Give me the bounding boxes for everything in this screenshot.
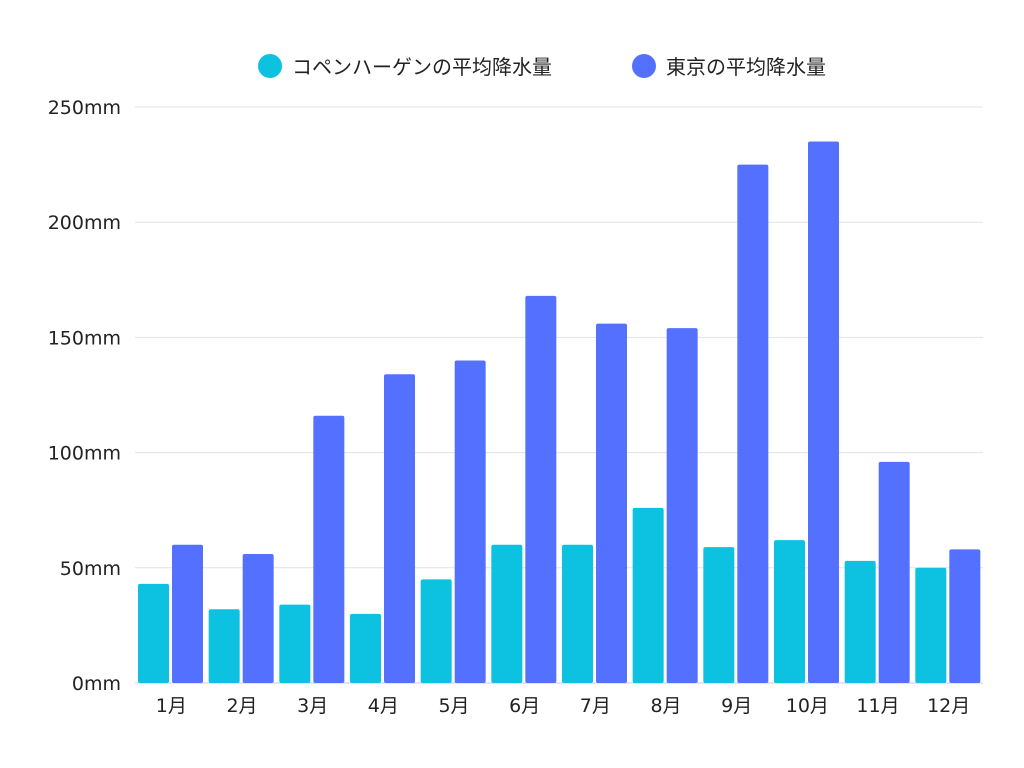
y-tick-label: 100mm	[48, 443, 121, 465]
bar-copenhagen	[562, 544, 593, 683]
legend-marker	[632, 54, 656, 78]
x-tick-label: 12月	[927, 695, 970, 717]
x-tick-label: 2月	[226, 695, 257, 717]
bar-tokyo	[454, 360, 486, 683]
x-tick-label: 9月	[721, 695, 752, 717]
x-tick-label: 11月	[856, 695, 899, 717]
bar-tokyo	[808, 141, 839, 683]
x-tick-label: 7月	[580, 695, 611, 717]
bar-copenhagen	[208, 609, 240, 683]
bar-copenhagen	[844, 560, 876, 683]
bar-tokyo	[596, 323, 627, 683]
bar-tokyo	[525, 295, 557, 683]
x-tick-label: 8月	[650, 695, 681, 717]
bar-tokyo	[313, 415, 345, 683]
bar-tokyo	[878, 461, 910, 683]
bar-copenhagen	[350, 613, 381, 683]
legend-marker	[258, 54, 282, 78]
x-tick-label: 5月	[438, 695, 469, 717]
legend-label: コペンハーゲンの平均降水量	[292, 55, 552, 79]
bar-copenhagen	[420, 579, 452, 683]
bar-copenhagen	[632, 507, 664, 683]
y-tick-label: 200mm	[48, 212, 121, 234]
bar-tokyo	[384, 374, 415, 683]
legend-label: 東京の平均降水量	[666, 55, 826, 79]
bar-tokyo	[172, 544, 203, 683]
bar-copenhagen	[774, 540, 805, 683]
bar-copenhagen	[138, 583, 169, 683]
bar-tokyo	[737, 164, 769, 684]
y-tick-label: 250mm	[48, 97, 121, 119]
bar-tokyo	[949, 549, 981, 683]
bar-copenhagen	[279, 604, 311, 683]
bar-copenhagen	[915, 567, 947, 683]
y-tick-label: 0mm	[72, 673, 121, 695]
x-tick-label: 10月	[786, 695, 829, 717]
x-tick-label: 6月	[509, 695, 540, 717]
bar-copenhagen	[491, 544, 523, 683]
bar-copenhagen	[703, 547, 735, 683]
x-tick-label: 1月	[156, 695, 187, 717]
y-tick-label: 150mm	[48, 327, 121, 349]
x-tick-label: 4月	[368, 695, 399, 717]
x-tick-label: 3月	[297, 695, 328, 717]
bar-tokyo	[666, 328, 698, 683]
y-tick-label: 50mm	[60, 558, 121, 580]
bar-tokyo	[242, 553, 274, 683]
